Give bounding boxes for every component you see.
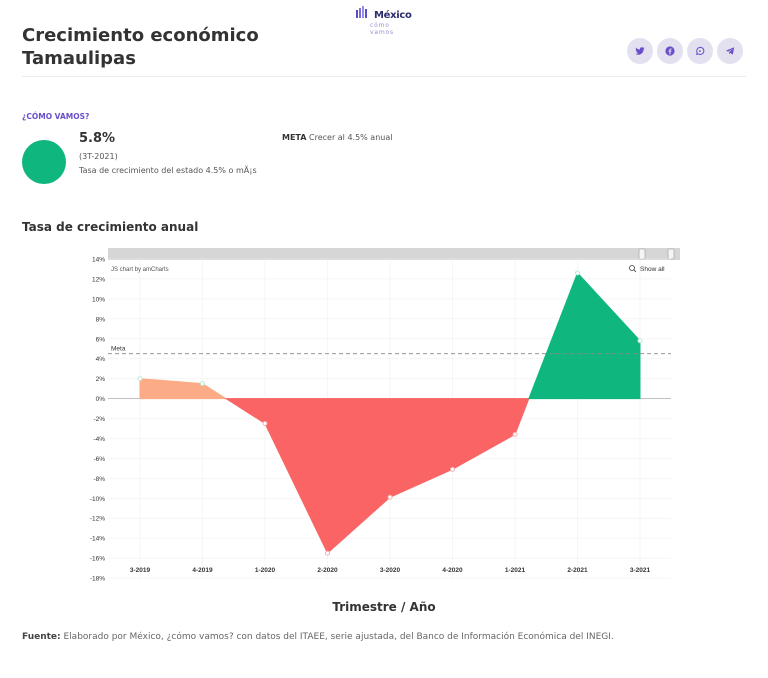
x-tick-label: 2-2021 (567, 567, 588, 574)
y-tick-label: -12% (90, 516, 105, 523)
kpi-period: (3T-2021) (79, 152, 118, 161)
y-tick-label: 0% (96, 396, 106, 403)
x-tick-label: 2-2020 (317, 567, 338, 574)
logo-mark-icon (356, 6, 367, 18)
page-title-line2: Tamaulipas (22, 48, 136, 69)
data-point[interactable] (137, 376, 143, 382)
page-title-line1: Crecimiento económico (22, 25, 259, 46)
zoom-icon-handle (633, 269, 637, 273)
data-point[interactable] (325, 550, 330, 556)
status-section-label: ¿CÓMO VAMOS? (22, 112, 90, 121)
share-twitter-button[interactable] (627, 38, 653, 64)
y-tick-label: -8% (93, 476, 105, 483)
show-all-button[interactable]: Show all (640, 266, 665, 273)
facebook-icon (665, 46, 675, 56)
kpi-value: 5.8% (79, 131, 116, 146)
goal-line-label: Meta (111, 346, 126, 353)
brand-name: México (374, 10, 412, 21)
scrollbar-grip-right[interactable] (667, 248, 675, 260)
y-tick-label: 2% (96, 376, 106, 383)
x-tick-label: 3-2020 (380, 567, 401, 574)
kpi-description: Tasa de crecimiento del estado 4.5% o mÃ… (79, 166, 257, 175)
data-point[interactable] (450, 466, 455, 472)
y-tick-label: 8% (96, 316, 106, 323)
y-tick-label: -2% (93, 416, 105, 423)
x-tick-label: 3-2021 (630, 567, 651, 574)
zoom-icon (629, 265, 635, 271)
source-text: Elaborado por México, ¿cómo vamos? con d… (63, 632, 614, 642)
y-tick-label: -16% (90, 556, 105, 563)
chart-section-title: Tasa de crecimiento anual (22, 220, 199, 234)
scrollbar-grip-left[interactable] (638, 248, 646, 260)
header-divider (22, 76, 746, 77)
data-point[interactable] (637, 338, 643, 344)
source-note: Fuente: Elaborado por México, ¿cómo vamo… (22, 632, 614, 642)
status-indicator-dot (22, 140, 66, 184)
data-point[interactable] (575, 270, 580, 276)
data-point[interactable] (387, 494, 393, 500)
x-tick-label: 1-2020 (255, 567, 276, 574)
twitter-icon (635, 47, 645, 55)
y-tick-label: -6% (93, 456, 105, 463)
y-tick-label: -10% (90, 496, 105, 503)
brand-tagline: cómo vamos (370, 22, 394, 36)
area-segment (224, 398, 530, 554)
brand-logo[interactable]: México cómo vamos (356, 4, 416, 36)
whatsapp-icon (695, 46, 705, 56)
data-point[interactable] (512, 431, 518, 437)
y-tick-label: -18% (90, 576, 105, 583)
y-tick-label: 12% (92, 276, 105, 283)
area-segment (528, 272, 641, 400)
chart-credit: JS chart by amCharts (111, 267, 169, 273)
goal-text: Crecer al 4.5% anual (309, 133, 393, 142)
y-tick-label: 14% (92, 257, 105, 264)
x-tick-label: 1-2021 (505, 567, 526, 574)
data-point[interactable] (200, 381, 205, 387)
y-tick-label: 6% (96, 336, 106, 343)
chart-scrollbar[interactable] (108, 248, 680, 260)
data-point[interactable] (262, 420, 268, 426)
goal-label: META (282, 133, 307, 142)
source-label: Fuente: (22, 632, 61, 642)
telegram-icon (725, 47, 735, 55)
x-tick-label: 3-2019 (130, 567, 151, 574)
y-tick-label: 10% (92, 296, 105, 303)
page-title: Crecimiento económico Tamaulipas (22, 24, 259, 70)
x-tick-label: 4-2020 (442, 567, 463, 574)
y-tick-label: -4% (93, 436, 105, 443)
x-tick-label: 4-2019 (192, 567, 213, 574)
area-segment (139, 378, 228, 400)
share-facebook-button[interactable] (657, 38, 683, 64)
y-tick-label: 4% (96, 356, 106, 363)
x-axis-title: Trimestre / Año (332, 600, 436, 614)
goal-statement: META Crecer al 4.5% anual (282, 133, 392, 142)
share-telegram-button[interactable] (717, 38, 743, 64)
y-tick-label: -14% (90, 536, 105, 543)
share-whatsapp-button[interactable] (687, 38, 713, 64)
